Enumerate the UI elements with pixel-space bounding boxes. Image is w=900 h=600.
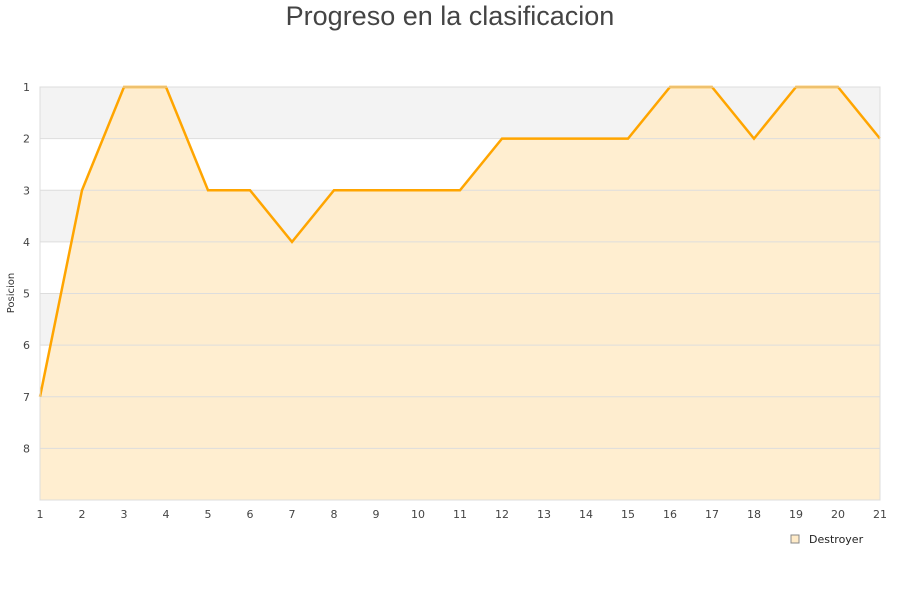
x-tick-label: 13 <box>537 508 551 521</box>
x-tick-label: 18 <box>747 508 761 521</box>
y-tick-label: 5 <box>23 288 30 301</box>
x-tick-label: 14 <box>579 508 593 521</box>
y-tick-label: 8 <box>23 442 30 455</box>
x-tick-label: 8 <box>331 508 338 521</box>
x-tick-label: 20 <box>831 508 845 521</box>
x-tick-label: 6 <box>247 508 254 521</box>
x-tick-label: 3 <box>121 508 128 521</box>
x-tick-label: 10 <box>411 508 425 521</box>
legend-swatch <box>790 534 800 544</box>
x-tick-label: 16 <box>663 508 677 521</box>
y-axis-label: Posicion <box>6 273 17 314</box>
chart-title: Progreso en la clasificacion <box>286 1 615 31</box>
gridlines <box>40 138 880 449</box>
legend: Destroyer <box>790 533 864 546</box>
legend-label: Destroyer <box>809 533 864 546</box>
x-tick-label: 1 <box>37 508 44 521</box>
y-tick-label: 3 <box>23 184 30 197</box>
x-tick-label: 7 <box>289 508 296 521</box>
x-tick-label: 17 <box>705 508 719 521</box>
y-axis: 1 2 3 4 5 6 7 8 <box>23 81 30 455</box>
x-tick-label: 11 <box>453 508 467 521</box>
y-tick-label: 1 <box>23 81 30 94</box>
x-tick-label: 19 <box>789 508 803 521</box>
series-line-destroyer <box>38 85 881 397</box>
x-tick-label: 12 <box>495 508 509 521</box>
x-tick-label: 9 <box>373 508 380 521</box>
x-tick-label: 5 <box>205 508 212 521</box>
y-tick-label: 6 <box>23 339 30 352</box>
x-tick-label: 2 <box>79 508 86 521</box>
plot-border <box>39 86 881 501</box>
x-tick-label: 4 <box>163 508 170 521</box>
x-tick-label: 15 <box>621 508 635 521</box>
y-tick-label: 7 <box>23 391 30 404</box>
x-axis: 1 2 3 4 5 6 7 8 9 10 11 12 13 14 15 16 17 18 19 20 21 <box>37 508 888 521</box>
x-tick-label: 21 <box>873 508 887 521</box>
y-tick-label: 2 <box>23 133 30 146</box>
y-tick-label: 4 <box>23 236 30 249</box>
